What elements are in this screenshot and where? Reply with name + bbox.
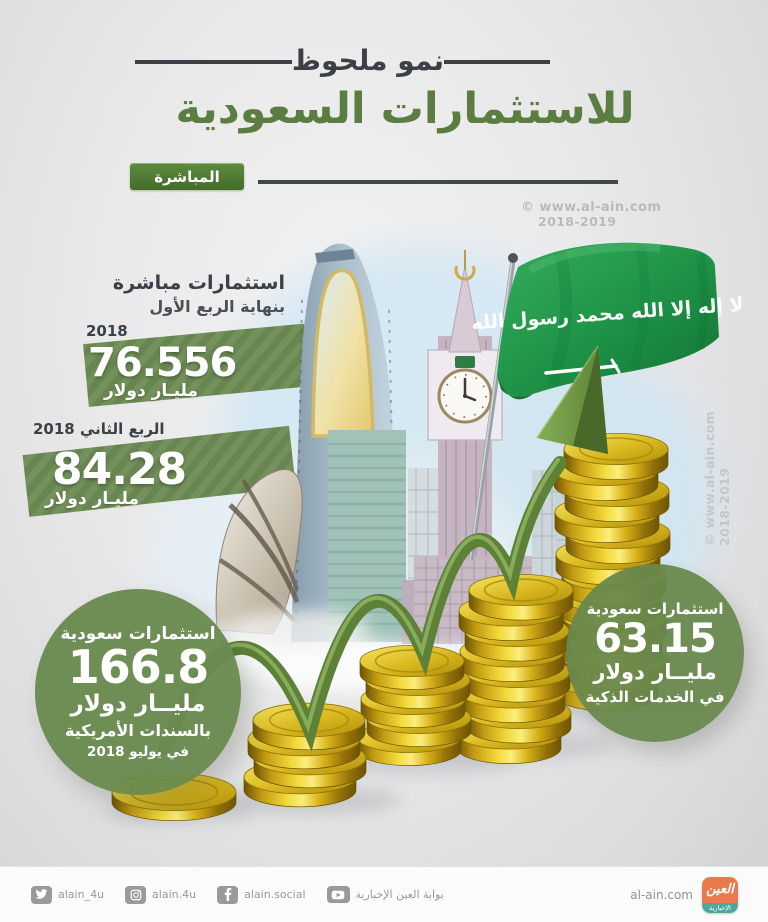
bonds-stat-bubble: استثمارات سعودية 166.8 مليــار دولار بال… [35, 589, 241, 795]
kicker-title: نمو ملحوظ [291, 44, 445, 77]
instagram-handle[interactable]: alain.4u [125, 885, 197, 904]
flag-sword-icon [544, 358, 621, 375]
bonds-date: في يوليو 2018 [86, 743, 190, 760]
q1-year: 2018 [86, 322, 128, 340]
twitter-handle[interactable]: alain_4u [31, 885, 105, 904]
bonds-unit: مليــار دولار [70, 691, 206, 718]
twitter-handle-label[interactable]: alain_4u [58, 888, 105, 901]
instagram-handle-label[interactable]: alain.4u [152, 888, 197, 901]
footer-bar: alain_4u alain.4u alain.social بوابة الع… [0, 866, 768, 922]
twitter-icon[interactable] [31, 885, 52, 904]
alain-logo-wordmark: العين [702, 876, 738, 903]
watermark-top-line2: 2018-2019 [538, 214, 617, 230]
q1-intro-line2: بنهاية الربع الأول [149, 297, 285, 316]
youtube-handle[interactable]: بوابة العين الإخبارية [326, 886, 444, 903]
q1-unit: مليـار دولار [103, 381, 199, 401]
page-title: للاستثمارات السعودية [175, 84, 636, 134]
facebook-handle[interactable]: alain.social [217, 885, 306, 904]
bonds-note: بالسندات الأمريكية [65, 720, 212, 740]
bonds-value: 166.8 [67, 640, 210, 695]
coin-stack-second [356, 645, 472, 766]
q1-intro-line1: استثمارات مباشرة [112, 272, 285, 294]
youtube-handle-label[interactable]: بوابة العين الإخبارية [355, 888, 444, 901]
kicker-rule-left [135, 60, 292, 64]
facebook-handle-label[interactable]: alain.social [244, 888, 306, 901]
watermark-side: © www.al-ain.com 2018-2019 [702, 411, 732, 546]
kicker-rule-right [444, 60, 550, 64]
watermark-side-line2: 2018-2019 [717, 467, 732, 546]
q2-unit: مليـار دولار [44, 489, 140, 509]
q2-label: الربع الثاني 2018 [33, 420, 165, 438]
watermark-top-line1: © www.al-ain.com [521, 200, 662, 215]
smart-services-stat-bubble: استثمارات سعودية 63.15 مليــار دولار في … [566, 564, 744, 742]
watermark-top: © www.al-ain.com 2018-2019 [521, 200, 662, 230]
smart-note: في الخدمات الذكية [585, 687, 725, 706]
alain-logo[interactable]: العين الإخبارية [702, 876, 738, 913]
q1-value: 76.556 [88, 340, 237, 386]
instagram-icon[interactable] [125, 885, 147, 904]
title-badge: المباشرة [130, 163, 244, 190]
smart-unit: مليــار دولار [593, 660, 717, 685]
site-url[interactable]: al-ain.com [630, 887, 693, 902]
q2-value: 84.28 [52, 444, 187, 495]
flag-shahada-text: لا إله إلا الله محمد رسول الله [471, 294, 745, 335]
facebook-icon[interactable] [217, 885, 239, 904]
badge-rule [258, 180, 618, 184]
youtube-icon[interactable] [326, 886, 350, 903]
coin-stack-third [456, 574, 574, 764]
smart-value: 63.15 [594, 616, 717, 663]
coin-stack-first [243, 702, 367, 808]
watermark-side-line1: © www.al-ain.com [702, 410, 717, 546]
alain-logo-subtitle: الإخبارية [702, 902, 738, 913]
